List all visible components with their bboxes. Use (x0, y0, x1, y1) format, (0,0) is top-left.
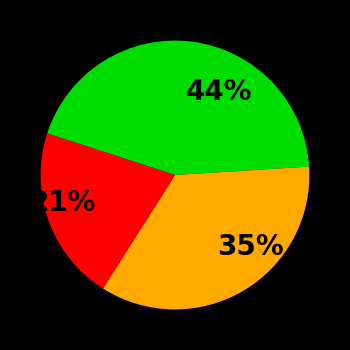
Wedge shape (47, 41, 309, 175)
Text: 21%: 21% (30, 189, 97, 217)
Wedge shape (41, 133, 175, 288)
Text: 44%: 44% (186, 78, 252, 106)
Text: 35%: 35% (217, 233, 284, 261)
Wedge shape (103, 167, 309, 309)
